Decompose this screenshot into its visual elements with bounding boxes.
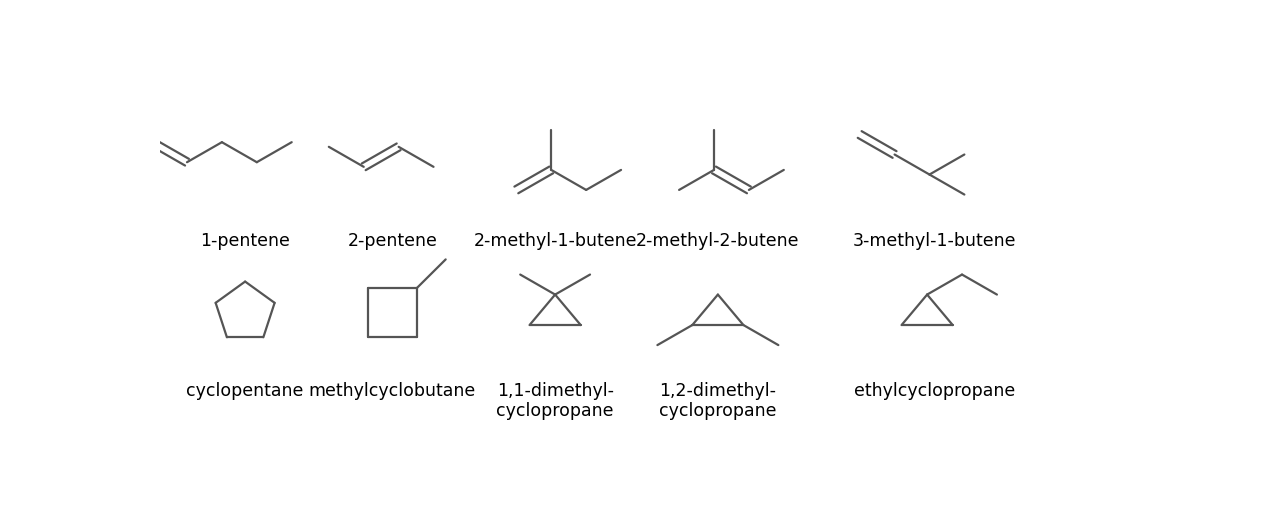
Text: 1,1-dimethyl-
cyclopropane: 1,1-dimethyl- cyclopropane — [496, 381, 614, 420]
Text: 3-methyl-1-butene: 3-methyl-1-butene — [853, 232, 1017, 249]
Text: cyclopentane: cyclopentane — [187, 381, 304, 400]
Text: 2-methyl-1-butene: 2-methyl-1-butene — [473, 232, 637, 249]
Text: ethylcyclopropane: ethylcyclopropane — [854, 381, 1016, 400]
Text: methylcyclobutane: methylcyclobutane — [308, 381, 476, 400]
Text: 2-methyl-2-butene: 2-methyl-2-butene — [636, 232, 799, 249]
Text: 1,2-dimethyl-
cyclopropane: 1,2-dimethyl- cyclopropane — [659, 381, 776, 420]
Text: 2-pentene: 2-pentene — [348, 232, 437, 249]
Text: 1-pentene: 1-pentene — [201, 232, 290, 249]
